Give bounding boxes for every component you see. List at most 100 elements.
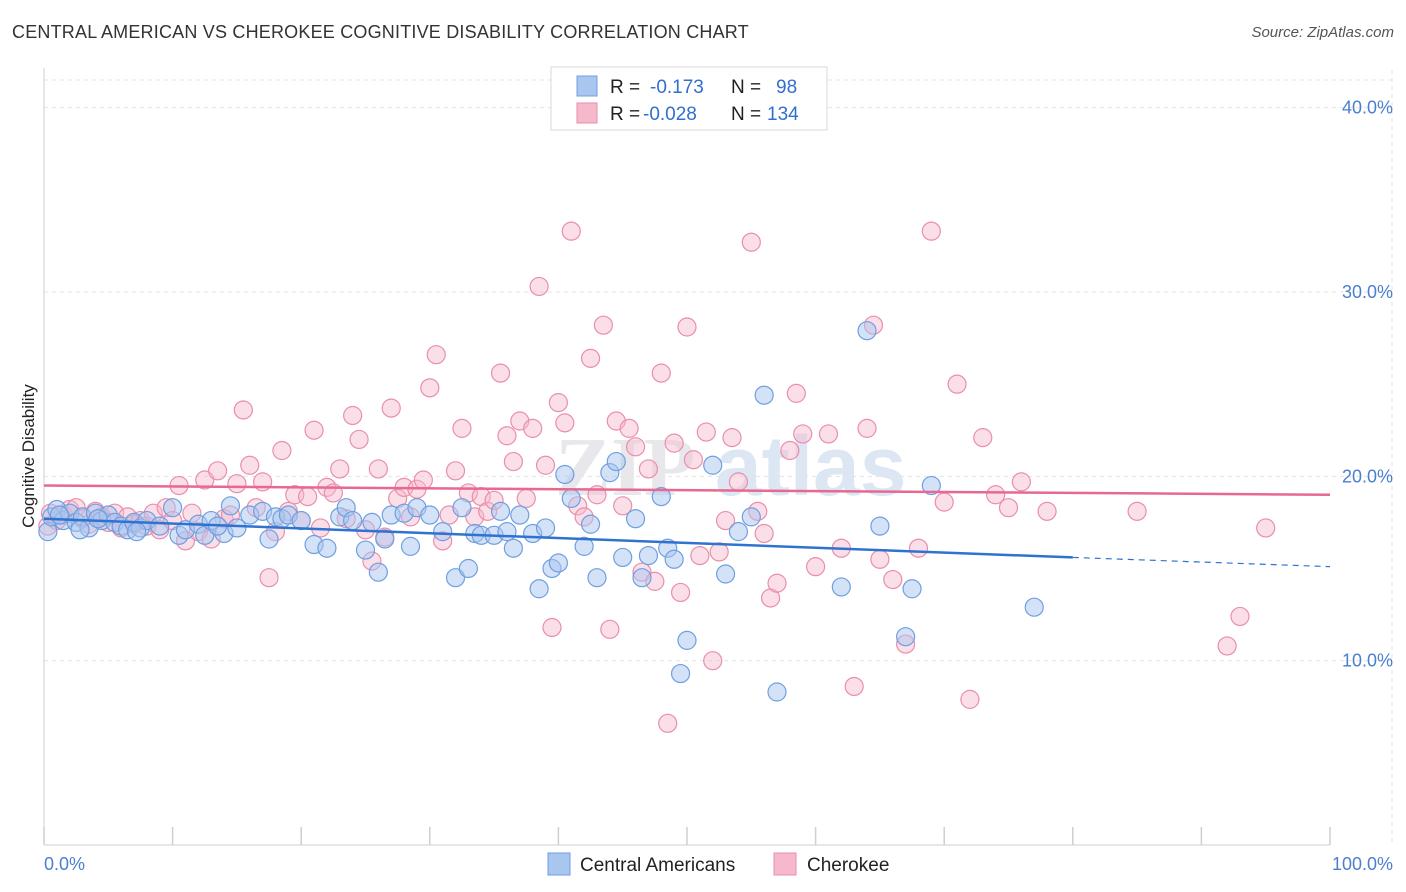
legend-n-value-1: 98 bbox=[776, 77, 797, 98]
cherokee-point bbox=[986, 485, 1006, 505]
central-americans-point bbox=[703, 455, 723, 475]
cherokee-point bbox=[259, 568, 279, 588]
cherokee-point bbox=[677, 317, 697, 337]
central-americans-point bbox=[343, 510, 363, 531]
central-americans-point bbox=[503, 538, 523, 558]
cherokee-point bbox=[857, 418, 877, 438]
source-label: Source: ZipAtlas.com bbox=[1251, 24, 1394, 41]
cherokee-point bbox=[535, 455, 556, 475]
central-americans-point bbox=[574, 536, 594, 556]
cherokee-point bbox=[683, 450, 704, 470]
central-americans-point bbox=[870, 516, 890, 536]
bottom-legend-swatch-pink bbox=[773, 852, 797, 876]
y-tick-labels: 10.0% 20.0% 30.0% 40.0% bbox=[1342, 98, 1393, 671]
central-americans-point bbox=[529, 579, 549, 599]
watermark-atlas: atlas bbox=[715, 419, 906, 513]
y-axis-label: Cognitive Disability bbox=[19, 384, 38, 528]
cherokee-point bbox=[722, 428, 742, 448]
legend-box: R = -0.173 N = 98 R = -0.028 N = 134 bbox=[550, 66, 828, 131]
central-americans-point bbox=[227, 518, 247, 538]
cherokee-point bbox=[619, 418, 639, 438]
central-americans-point bbox=[555, 464, 575, 485]
central-americans-point bbox=[561, 488, 581, 509]
bottom-legend-swatch-blue bbox=[547, 852, 571, 876]
cherokee-point bbox=[426, 345, 446, 365]
cherokee-point bbox=[844, 676, 864, 697]
central-americans-point bbox=[831, 577, 851, 597]
cherokee-point bbox=[503, 451, 523, 472]
cherokee-point bbox=[298, 487, 318, 507]
cherokee-point bbox=[413, 470, 433, 490]
cherokee-point bbox=[1011, 472, 1031, 492]
central-americans-point bbox=[535, 518, 556, 538]
cherokee-point bbox=[555, 413, 575, 433]
cherokee-point bbox=[452, 418, 472, 438]
cherokee-point bbox=[445, 461, 466, 481]
cherokee-point bbox=[664, 433, 684, 453]
central-americans-point bbox=[452, 498, 472, 518]
cherokee-point bbox=[651, 363, 671, 383]
cherokee-point bbox=[870, 549, 890, 569]
legend-n-label-2: N = bbox=[731, 104, 761, 125]
x-tick-label-min: 0.0% bbox=[44, 854, 85, 874]
legend-n-label-1: N = bbox=[731, 77, 761, 98]
central-americans-point bbox=[510, 505, 530, 525]
cherokee-point bbox=[497, 426, 517, 446]
cherokee-point bbox=[349, 429, 369, 450]
central-americans-point bbox=[767, 682, 787, 702]
cherokee-point bbox=[883, 569, 903, 590]
central-americans-point bbox=[741, 507, 761, 527]
cherokee-point bbox=[272, 440, 292, 461]
cherokee-point bbox=[934, 492, 954, 512]
cherokee-point bbox=[786, 383, 806, 403]
cherokee-trend-line bbox=[43, 484, 1331, 497]
central-americans-point bbox=[728, 522, 749, 542]
cherokee-point bbox=[696, 422, 716, 442]
cherokee-point bbox=[240, 455, 260, 475]
central-americans-point bbox=[580, 514, 601, 534]
cherokee-point bbox=[523, 418, 543, 438]
central-americans-point bbox=[754, 385, 774, 405]
cherokee-point bbox=[1217, 636, 1237, 656]
cherokee-point bbox=[793, 424, 813, 444]
cherokee-point bbox=[998, 498, 1019, 518]
central-americans-point bbox=[420, 505, 440, 525]
central-americans-point bbox=[490, 501, 511, 521]
cherokee-point bbox=[330, 459, 350, 479]
x-tick-label-max: 100.0% bbox=[1332, 854, 1393, 874]
central-americans-point bbox=[150, 516, 170, 536]
central-americans-point bbox=[587, 568, 607, 588]
cherokee-point bbox=[960, 689, 980, 709]
cherokee-point bbox=[818, 424, 839, 444]
central-americans-point bbox=[548, 553, 569, 573]
central-americans-point bbox=[670, 663, 691, 684]
trend-lines bbox=[43, 484, 1331, 568]
central-americans-point bbox=[638, 545, 659, 566]
central-americans-point bbox=[355, 540, 376, 560]
grid-lines bbox=[44, 70, 1393, 845]
cherokee-point bbox=[208, 461, 228, 481]
central-americans-point bbox=[433, 522, 453, 542]
central-americans-point bbox=[49, 505, 70, 525]
cherokee-point bbox=[542, 617, 562, 638]
cherokee-point bbox=[381, 398, 401, 418]
cherokee-point bbox=[580, 348, 601, 368]
cherokee-point bbox=[343, 405, 363, 426]
cherokee-point bbox=[638, 459, 659, 479]
legend-swatch-blue bbox=[576, 75, 598, 97]
central-americans-point bbox=[88, 509, 108, 529]
central-americans-point bbox=[1024, 597, 1044, 617]
central-americans-point bbox=[259, 529, 279, 549]
cherokee-point bbox=[908, 538, 929, 558]
bottom-legend-cherokee: Cherokee bbox=[807, 855, 889, 876]
cherokee-point bbox=[613, 496, 633, 516]
y-tick-label: 40.0% bbox=[1342, 98, 1393, 118]
x-tick-labels: 0.0% 100.0% bbox=[44, 854, 1393, 874]
central-americans-point bbox=[625, 509, 646, 529]
central-americans-point bbox=[896, 627, 916, 647]
central-americans-point bbox=[651, 487, 671, 507]
central-americans-point bbox=[921, 475, 941, 496]
central-americans-points bbox=[38, 321, 1044, 702]
cherokee-point bbox=[1230, 606, 1250, 627]
cherokee-point bbox=[420, 378, 440, 398]
